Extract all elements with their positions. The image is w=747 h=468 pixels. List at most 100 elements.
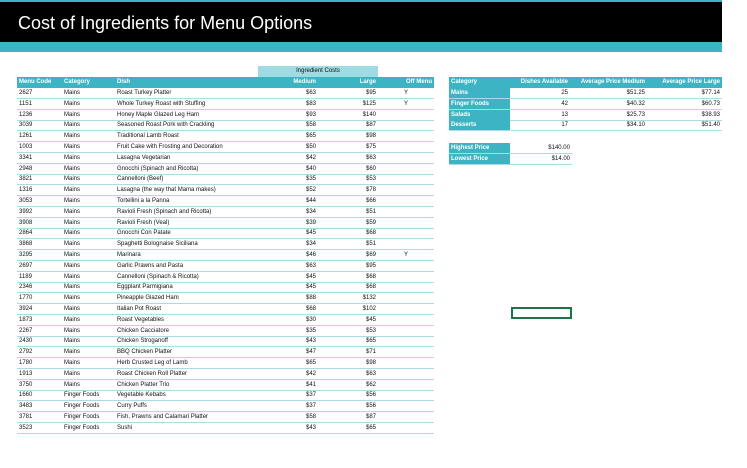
table-cell: 1261 [17, 131, 62, 143]
extremes-cell: $140.00 [510, 143, 572, 154]
column-header[interactable]: Dish [115, 77, 258, 88]
table-cell: $60 [318, 164, 378, 175]
table-cell: Chicken Platter Trio [115, 380, 258, 391]
column-header[interactable]: Large [318, 77, 378, 88]
table-cell: 3341 [17, 153, 62, 164]
table-cell: Mains [62, 272, 115, 283]
table-cell: Finger Foods [62, 390, 115, 402]
table-cell: Mains [62, 326, 115, 337]
table-cell: $59 [318, 218, 378, 229]
table-cell: 1770 [17, 293, 62, 305]
table-cell [378, 390, 434, 402]
table-cell: $63 [258, 88, 318, 99]
table-cell: 3295 [17, 250, 62, 261]
table-cell [378, 218, 434, 229]
table-cell: 1316 [17, 185, 62, 197]
table-cell: Mains [62, 261, 115, 272]
table-cell: $88 [258, 293, 318, 305]
extremes-cell: $14.00 [510, 154, 572, 165]
table-cell: $56 [318, 390, 378, 402]
table-cell [378, 153, 434, 164]
column-header[interactable]: Off Menu [378, 77, 434, 88]
summary-cell: $34.10 [570, 120, 647, 132]
table-cell: $56 [318, 401, 378, 413]
table-cell: $58 [258, 120, 318, 132]
summary-cell: 17 [510, 120, 570, 132]
table-cell: 3523 [17, 423, 62, 434]
table-cell: $45 [318, 315, 378, 326]
table-cell: Gnocchi (Spinach and Ricotta) [115, 164, 258, 175]
table-cell: $62 [318, 380, 378, 391]
column-header[interactable]: Menu Code [17, 77, 62, 88]
table-cell: Sushi [115, 423, 258, 434]
table-cell: Spaghetti Bolognaise Siciliana [115, 239, 258, 251]
summary-cell: 13 [510, 110, 570, 121]
table-cell: 1151 [17, 99, 62, 110]
table-cell: $34 [258, 239, 318, 251]
table-cell: Mains [62, 380, 115, 391]
table-cell [378, 369, 434, 380]
table-cell: Finger Foods [62, 401, 115, 413]
table-cell: $65 [318, 336, 378, 348]
table-cell: 2627 [17, 88, 62, 99]
table-cell: Garlic Prawns and Pasta [115, 261, 258, 272]
table-cell: 3483 [17, 401, 62, 413]
table-cell: $45 [258, 282, 318, 294]
table-cell: Mains [62, 293, 115, 305]
table-cell: Cannelloni (Spinach & Ricotta) [115, 272, 258, 283]
table-cell: $95 [318, 88, 378, 99]
table-cell: $50 [258, 142, 318, 153]
table-cell [378, 164, 434, 175]
table-cell: Eggplant Parmigiana [115, 282, 258, 294]
summary-cell: $40.32 [570, 99, 647, 110]
table-cell: 1780 [17, 358, 62, 369]
table-cell: Roast Vegetables [115, 315, 258, 326]
table-cell: Vegetable Kebabs [115, 390, 258, 402]
table-cell: Honey Maple Glazed Leg Ham [115, 110, 258, 121]
table-cell: 2267 [17, 326, 62, 337]
table-cell: Lasagna Vegetarian [115, 153, 258, 164]
table-cell: $75 [318, 142, 378, 153]
table-cell: $98 [318, 358, 378, 369]
table-cell: $95 [318, 261, 378, 272]
table-cell: Mains [62, 315, 115, 326]
table-cell: Fish, Prawns and Calamari Platter [115, 412, 258, 423]
table-cell: $53 [318, 326, 378, 337]
table-cell: 2948 [17, 164, 62, 175]
table-cell: Tortellini a la Panna [115, 196, 258, 207]
table-cell: 3868 [17, 239, 62, 251]
table-cell: Mains [62, 347, 115, 359]
table-cell [378, 110, 434, 121]
summary-cell: $25.73 [570, 110, 647, 121]
table-cell: 3908 [17, 218, 62, 229]
table-cell [378, 358, 434, 369]
table-cell: $45 [258, 272, 318, 283]
column-header[interactable]: Category [62, 77, 115, 88]
table-cell: $35 [258, 174, 318, 186]
table-cell: 1003 [17, 142, 62, 153]
table-cell: Mains [62, 218, 115, 229]
table-cell: 2430 [17, 336, 62, 348]
column-header[interactable]: Medium [258, 77, 318, 88]
summary-header: Category [449, 77, 510, 88]
table-cell [378, 423, 434, 434]
summary-cell: $38.93 [647, 110, 722, 121]
summary-cell: Finger Foods [449, 98, 510, 110]
table-cell: $51 [318, 207, 378, 218]
table-cell: Mains [62, 282, 115, 294]
accent-band [0, 42, 722, 52]
table-cell [378, 326, 434, 337]
table-cell: 3053 [17, 196, 62, 207]
table-cell: $132 [318, 293, 378, 305]
table-cell: Curry Puffs [115, 401, 258, 413]
table-cell: Fruit Cake with Frosting and Decoration [115, 142, 258, 153]
table-cell: Mains [62, 164, 115, 175]
table-cell: $39 [258, 218, 318, 229]
table-cell: $71 [318, 347, 378, 359]
table-cell: $68 [318, 272, 378, 283]
table-cell: Marinara [115, 250, 258, 261]
summary-cell: Mains [449, 88, 510, 99]
summary-cell: Salads [449, 109, 510, 121]
table-cell: $42 [258, 153, 318, 164]
table-cell: $87 [318, 412, 378, 423]
